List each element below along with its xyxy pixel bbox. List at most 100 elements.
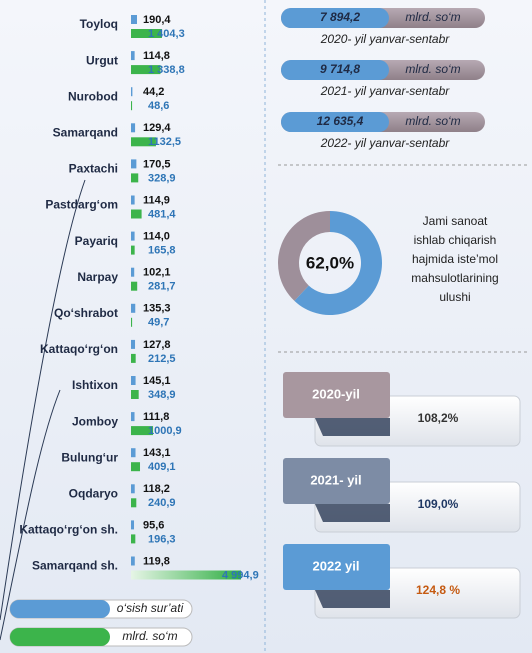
bar [131, 123, 136, 133]
donut-caption: hajmida iste’mol [412, 252, 498, 266]
bar [131, 448, 136, 458]
value-label: 95,6 [143, 519, 164, 531]
bar [131, 65, 161, 75]
bar [131, 339, 136, 349]
total-pill-value [281, 112, 389, 132]
value-label: 118,2 [143, 483, 170, 495]
donut-slice [294, 211, 383, 315]
bar [131, 159, 137, 169]
bar [131, 245, 135, 255]
total-pill-value [281, 60, 389, 80]
bar [131, 101, 133, 111]
category-label: Qo‘shrabot [54, 306, 118, 320]
bar [131, 534, 136, 544]
category-label: Paxtachi [69, 162, 118, 176]
value-label: 212,5 [148, 353, 176, 365]
value-label: 170,5 [143, 158, 171, 170]
value-label: 1 338,8 [148, 64, 185, 76]
category-label: Bulung‘ur [61, 450, 118, 464]
bar [131, 390, 139, 399]
growth-fold [315, 504, 390, 522]
decor [0, 179, 86, 621]
category-label: Samarqand sh. [32, 559, 118, 573]
growth-year: 2022 yil [313, 558, 360, 573]
value-label: 165,8 [148, 245, 176, 257]
bar [131, 556, 135, 566]
value-label: 129,4 [143, 122, 171, 134]
bar [131, 376, 136, 385]
legend-swatch [10, 628, 110, 646]
value-label: 114,9 [143, 194, 170, 206]
growth-value: 109,0% [418, 497, 459, 511]
bar [131, 462, 141, 472]
bar [131, 303, 136, 313]
value-label: 1132,5 [148, 136, 181, 148]
growth-year: 2021- yil [310, 472, 361, 487]
donut-caption: ulushi [439, 290, 470, 304]
bar [131, 498, 137, 508]
category-label: Toyloq [80, 17, 118, 31]
category-label: Nurobod [68, 89, 118, 103]
value-label: 111,8 [143, 411, 169, 423]
legend-swatch [10, 600, 110, 618]
growth-fold [315, 418, 390, 436]
value-label: 196,3 [148, 533, 176, 545]
category-label: Narpay [77, 270, 118, 284]
value-label: 481,4 [148, 208, 176, 220]
bar [131, 195, 135, 205]
growth-tab [283, 372, 390, 418]
total-unit: mlrd. so‘m [405, 10, 460, 24]
value-label: 328,9 [148, 172, 176, 184]
value-label: 409,1 [148, 461, 176, 473]
bar [131, 87, 133, 97]
growth-value: 108,2% [418, 411, 459, 425]
total-pill-value [281, 8, 389, 28]
donut-caption: ishlab chiqarish [414, 233, 497, 247]
total-caption: 2021- yil yanvar-sentabr [320, 84, 451, 98]
total-unit: mlrd. so‘m [405, 114, 460, 128]
bar [131, 29, 162, 38]
value-label: 281,7 [148, 281, 176, 293]
total-caption: 2022- yil yanvar-sentabr [320, 136, 451, 150]
value-label: 240,9 [148, 497, 176, 509]
value-label: 1 404,3 [148, 28, 185, 40]
value-label: 135,3 [143, 303, 171, 315]
growth-value: 124,8 % [416, 583, 460, 597]
growth-fold [315, 590, 390, 608]
category-label: Ishtixon [72, 378, 118, 392]
value-label: 49,7 [148, 317, 169, 329]
value-label: 114,0 [143, 231, 170, 243]
value-label: 48,6 [148, 100, 169, 112]
bar [131, 209, 142, 219]
bar [131, 484, 135, 494]
value-label: 114,8 [143, 50, 170, 62]
value-label: 44,2 [143, 86, 164, 98]
value-label: 145,1 [143, 375, 171, 387]
total-value: 7 894,2 [320, 10, 360, 24]
value-label: 1000,9 [148, 425, 182, 437]
value-label: 348,9 [148, 389, 176, 401]
total-unit: mlrd. so‘m [405, 62, 460, 76]
category-label: Oqdaryo [69, 486, 118, 500]
legend-label: mlrd. so‘m [122, 629, 177, 643]
growth-tab [283, 544, 390, 590]
bar [131, 173, 139, 183]
value-label: 143,1 [143, 447, 171, 459]
bar [131, 412, 135, 422]
growth-year: 2020-yil [312, 386, 360, 401]
total-value: 12 635,4 [317, 114, 364, 128]
bar [131, 317, 133, 327]
total-caption: 2020- yil yanvar-sentabr [320, 32, 451, 46]
bar [131, 267, 135, 277]
bar [131, 353, 136, 363]
bar [131, 137, 156, 147]
donut-slice [278, 211, 330, 301]
bar [131, 51, 135, 61]
decor [0, 389, 61, 641]
value-label: 127,8 [143, 339, 171, 351]
value-label: 119,8 [143, 555, 170, 567]
bar [131, 15, 137, 24]
bar [131, 520, 135, 530]
